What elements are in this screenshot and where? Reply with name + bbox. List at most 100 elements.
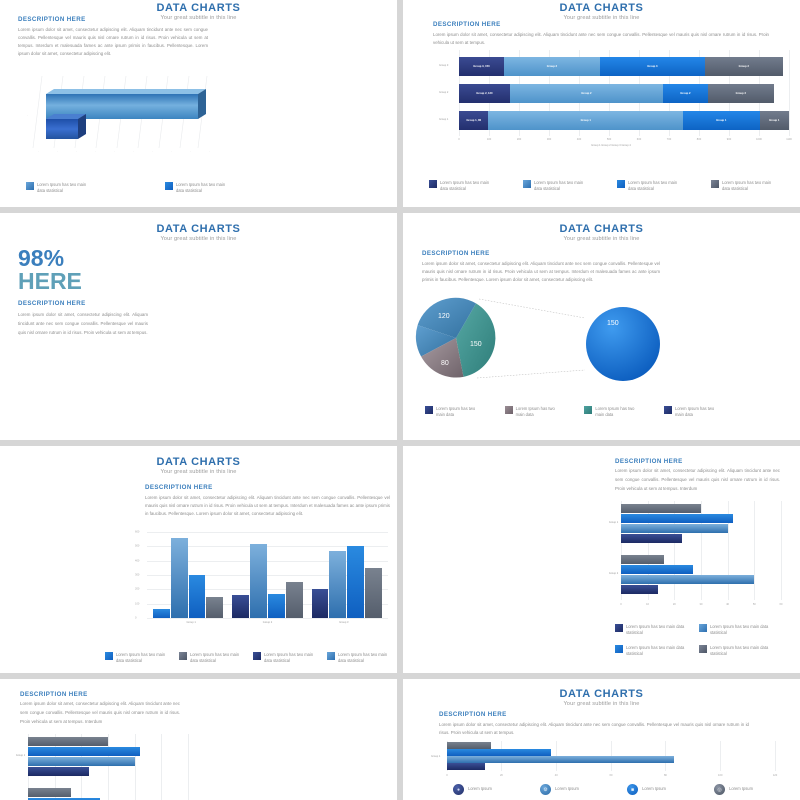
legend-item[interactable]: Lorem Ipsum has two main data statistica… <box>179 652 242 665</box>
description-body: Lorem ipsum dolor sit amet, consectetur … <box>433 32 769 46</box>
legend-item[interactable]: Lorem Ipsum has two main data <box>425 406 476 419</box>
chart-column[interactable]: 600 500 400 300 200 100 0 Group 1 Group … <box>135 531 390 632</box>
bar[interactable] <box>28 737 108 746</box>
category-label: Group 1 <box>608 521 619 524</box>
slide-pie[interactable]: DATA CHARTS Your great subtitle in this … <box>403 213 800 440</box>
legend-item[interactable]: ● Lorem Ipsum <box>453 784 492 795</box>
bar[interactable] <box>365 567 382 618</box>
bar[interactable] <box>311 589 329 618</box>
pie-slice-150 <box>456 303 496 377</box>
legend-item[interactable]: Lorem Ipsum has two main data statistica… <box>699 644 771 658</box>
legend-item[interactable]: ◎ Lorem Ipsum <box>714 784 753 795</box>
bar[interactable] <box>28 788 71 797</box>
stacked-bar-row[interactable]: Group 1, 80 Group 1 Group 1 Group 1 <box>459 111 789 130</box>
legend-item[interactable]: Lorem Ipsum has two main data <box>504 406 556 419</box>
chart-pie[interactable]: 120 150 80 150 <box>413 288 793 398</box>
bar[interactable] <box>28 798 100 800</box>
bar[interactable] <box>447 756 674 763</box>
legend-item[interactable]: Lorem Ipsum has two main data <box>663 406 715 419</box>
bar-group[interactable] <box>232 532 303 618</box>
slide-98-percent[interactable]: DATA CHARTS Your great subtitle in this … <box>0 213 397 440</box>
legend-item[interactable]: Lorem Ipsum has two main data statistica… <box>165 182 234 195</box>
bar[interactable] <box>621 565 693 574</box>
bar[interactable] <box>621 524 728 533</box>
chart-legend: Lorem Ipsum has two main data statistica… <box>615 624 783 657</box>
bar[interactable] <box>347 546 365 618</box>
slide-stacked-bar[interactable]: DATA CHARTS Your great subtitle in this … <box>403 0 800 207</box>
chart-hbar-clipped[interactable]: Group 1 Group 2 <box>12 734 190 800</box>
legend-item[interactable]: ⚙ Lorem Ipsum <box>540 784 579 795</box>
bar-label: Group 1 <box>716 119 727 122</box>
bar[interactable] <box>206 596 224 618</box>
legend-item[interactable]: Lorem Ipsum has two main data statistica… <box>615 624 687 637</box>
bar[interactable] <box>170 537 188 618</box>
bar[interactable] <box>285 582 303 618</box>
bar-segment[interactable]: Group 3 <box>599 57 705 76</box>
slide-hbar-grouped[interactable]: DESCRIPTION HERE Lorem ipsum dolor sit a… <box>403 446 800 673</box>
bar[interactable] <box>250 543 267 618</box>
stacked-bar-row[interactable]: Group 2, 120 Group 2 Group 2 Group 2 <box>459 84 789 103</box>
bar[interactable] <box>621 575 755 584</box>
bar-segment[interactable]: Group 1 <box>683 111 760 130</box>
plot-area <box>447 741 776 771</box>
big-number: 98% <box>18 245 65 271</box>
description-body: Lorem ipsum dolor sit amet, consectetur … <box>422 261 660 283</box>
bar[interactable] <box>621 585 659 594</box>
pie-callout-circle <box>586 307 660 381</box>
legend-item[interactable]: Lorem Ipsum has two main data statistica… <box>699 624 771 637</box>
slide-hbar-clipped[interactable]: DESCRIPTION HERE Lorem ipsum dolor sit a… <box>0 679 397 800</box>
bar-segment[interactable]: Group 2 <box>509 84 663 103</box>
legend-item[interactable]: Lorem Ipsum has two main data statistica… <box>615 644 687 658</box>
chart-hbar-icons[interactable]: Group 1 0 20 40 60 80 100 120 <box>427 741 777 781</box>
bar[interactable] <box>621 555 664 564</box>
bar-segment[interactable]: Group 1 <box>759 111 789 130</box>
legend-item[interactable]: Lorem Ipsum has two main data statistica… <box>429 180 497 193</box>
bar-segment[interactable]: Group 3 <box>503 57 600 76</box>
legend-item[interactable]: Lorem Ipsum has two main data <box>584 406 635 419</box>
bar[interactable] <box>621 504 701 513</box>
stacked-bar-row[interactable]: Group 3, 150 Group 3 Group 3 Group 3 <box>459 57 789 76</box>
bar[interactable] <box>621 514 733 523</box>
bar-segment[interactable]: Group 2 <box>662 84 708 103</box>
legend-item[interactable]: Lorem Ipsum has two main data statistica… <box>711 180 779 193</box>
bar-segment[interactable]: Group 2 <box>707 84 774 103</box>
bar-series-1[interactable] <box>30 76 210 154</box>
bar-group[interactable] <box>153 532 224 618</box>
bar-group[interactable] <box>311 532 382 618</box>
bar[interactable] <box>329 550 347 618</box>
bar-segment[interactable]: Group 3, 150 <box>459 57 504 76</box>
category-label: Group 1 <box>431 755 441 758</box>
page-title: DATA CHARTS <box>156 456 241 468</box>
chart-stacked-bar[interactable]: Group 3, 150 Group 3 Group 3 Group 3 Gro… <box>431 50 792 150</box>
slide-column[interactable]: DATA CHARTS Your great subtitle in this … <box>0 446 397 673</box>
bar[interactable] <box>28 747 140 756</box>
bar[interactable] <box>447 742 491 749</box>
bar-segment[interactable]: Group 1, 80 <box>459 111 489 130</box>
legend-item[interactable]: Lorem Ipsum has two main data statistica… <box>523 180 591 193</box>
bar-segment[interactable]: Group 2, 120 <box>459 84 510 103</box>
bar[interactable] <box>267 593 285 618</box>
bar[interactable] <box>621 534 683 543</box>
bar[interactable] <box>447 749 551 756</box>
chart-3d-bar[interactable]: · · · · · · · · · · · <box>27 76 210 154</box>
bar[interactable] <box>188 575 206 618</box>
bar-segment[interactable]: Group 1 <box>488 111 683 130</box>
legend-item[interactable]: ■ Lorem Ipsum <box>627 784 666 795</box>
legend-item[interactable]: Lorem Ipsum has two main data statistica… <box>105 652 168 665</box>
legend-item[interactable]: Lorem Ipsum has two main data statistica… <box>617 180 685 193</box>
bar[interactable] <box>447 763 486 770</box>
slide-3d-bar[interactable]: DATA CHARTS Your great subtitle in this … <box>0 0 397 207</box>
legend-item[interactable]: Lorem Ipsum has two main data statistica… <box>253 652 316 665</box>
page-subtitle: Your great subtitle in this line <box>563 236 640 242</box>
legend-item[interactable]: Lorem Ipsum has two main data statistica… <box>26 182 95 195</box>
bar[interactable] <box>232 595 250 618</box>
slide-hbar-icons[interactable]: DATA CHARTS Your great subtitle in this … <box>403 679 800 800</box>
description-heading: DESCRIPTION HERE <box>439 711 507 718</box>
bar[interactable] <box>28 767 90 776</box>
bar[interactable] <box>153 609 170 618</box>
chart-hbar-grouped[interactable]: Group 1 Group 2 0 10 20 30 40 50 60 <box>605 501 783 616</box>
legend-item[interactable]: Lorem Ipsum has two main data statistica… <box>327 652 390 665</box>
bar-label: Group 2 <box>680 92 691 95</box>
bar-segment[interactable]: Group 3 <box>704 57 783 76</box>
bar[interactable] <box>28 757 135 766</box>
